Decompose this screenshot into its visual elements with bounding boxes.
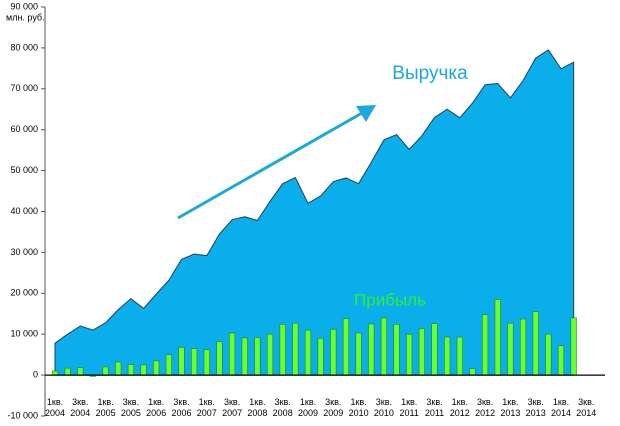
- profit-bar: [140, 364, 147, 376]
- profit-bar: [355, 332, 362, 376]
- x-tick-label: 1кв. 2014: [550, 397, 572, 418]
- profit-bar: [570, 317, 577, 376]
- x-tick-label: 3кв. 2011: [424, 397, 445, 418]
- y-tick-label: 80 000: [10, 42, 38, 52]
- profit-bar: [330, 328, 337, 376]
- y-unit: млн. руб.: [6, 12, 45, 22]
- x-tick-label: 1кв. 2005: [95, 397, 116, 418]
- x-tick-label: 1кв. 2010: [348, 397, 369, 418]
- x-tick-label: 3кв. 2009: [323, 397, 344, 418]
- x-tick-label: 3кв. 2005: [120, 397, 141, 418]
- y-tick-label: 20 000: [10, 288, 38, 298]
- x-tick-label: 1кв. 2008: [247, 397, 268, 418]
- series-label: Прибыль: [354, 290, 426, 309]
- x-tick-label: 3кв. 2010: [373, 397, 394, 418]
- profit-bar: [191, 348, 198, 376]
- profit-bar: [115, 361, 122, 376]
- profit-bar: [507, 322, 514, 376]
- y-tick-label: 0: [33, 369, 38, 379]
- x-tick-label: 1кв. 2012: [449, 397, 470, 418]
- profit-bar: [266, 333, 274, 376]
- y-tick-label: 60 000: [10, 124, 38, 134]
- profit-bar: [77, 367, 84, 376]
- x-tick-label: 1кв. 2009: [297, 397, 319, 418]
- x-tick-label: 3кв. 2012: [475, 397, 496, 418]
- profit-bar: [481, 314, 489, 376]
- profit-bar: [444, 336, 451, 376]
- y-tick-label: 50 000: [10, 165, 38, 175]
- revenue-area: [54, 49, 575, 376]
- y-tick-label: 90 000: [10, 1, 38, 11]
- profit-bar: [431, 323, 438, 376]
- profit-bar: [254, 337, 261, 376]
- profit-bar: [51, 370, 59, 376]
- y-tick-label: 10 000: [10, 329, 38, 339]
- x-tick-label: 3кв. 2008: [272, 397, 293, 418]
- x-tick-label: 3кв. 2014: [576, 397, 597, 418]
- x-tick-label: 1кв. 2011: [399, 397, 419, 418]
- x-tick-label: 3кв. 2013: [525, 397, 546, 418]
- x-tick-label: 3кв. 2004: [70, 397, 91, 418]
- profit-bar: [64, 367, 71, 376]
- arrow-shaft: [177, 111, 363, 220]
- profit-bar: [368, 323, 375, 376]
- profit-bar: [380, 317, 388, 376]
- x-tick-label: 1кв. 2006: [146, 397, 167, 418]
- x-tick-label: 1кв. 2007: [196, 397, 217, 418]
- profit-bar: [317, 337, 324, 376]
- profit-bar: [519, 318, 527, 376]
- profit-bar: [241, 337, 248, 376]
- profit-bar: [494, 299, 501, 376]
- profit-bar: [406, 333, 413, 376]
- profit-bar: [557, 345, 565, 376]
- profit-bar: [342, 318, 350, 376]
- y-tick-label: -10 000: [7, 410, 38, 420]
- profit-bar: [279, 324, 286, 376]
- profit-bar: [545, 333, 552, 376]
- profit-bar: [469, 368, 476, 376]
- x-tick-label: 1кв. 2013: [500, 397, 521, 418]
- profit-bar: [102, 366, 109, 376]
- profit-bar: [153, 360, 160, 376]
- profit-bar: [393, 324, 400, 376]
- x-tick-label: 1кв. 2004: [44, 397, 66, 418]
- profit-bar: [178, 346, 185, 376]
- profit-bar: [532, 311, 539, 376]
- series-label: Выручка: [392, 63, 468, 84]
- profit-bar: [456, 336, 463, 376]
- profit-bar: [203, 349, 210, 376]
- x-tick-label: 3кв. 2007: [222, 397, 243, 418]
- y-tick-label: 40 000: [10, 206, 38, 216]
- profit-bar: [165, 354, 172, 376]
- x-tick-label: 3кв. 2006: [171, 397, 192, 418]
- profit-bar: [229, 332, 236, 376]
- profit-bar: [292, 322, 299, 376]
- y-tick-label: 30 000: [10, 247, 38, 257]
- profit-bar: [216, 341, 223, 376]
- y-tick-label: 70 000: [10, 83, 38, 93]
- profit-bar: [127, 364, 135, 376]
- profit-bar: [304, 329, 312, 376]
- profit-bar: [418, 328, 425, 376]
- arrow-head: [356, 105, 376, 122]
- trend-arrow: [177, 105, 376, 220]
